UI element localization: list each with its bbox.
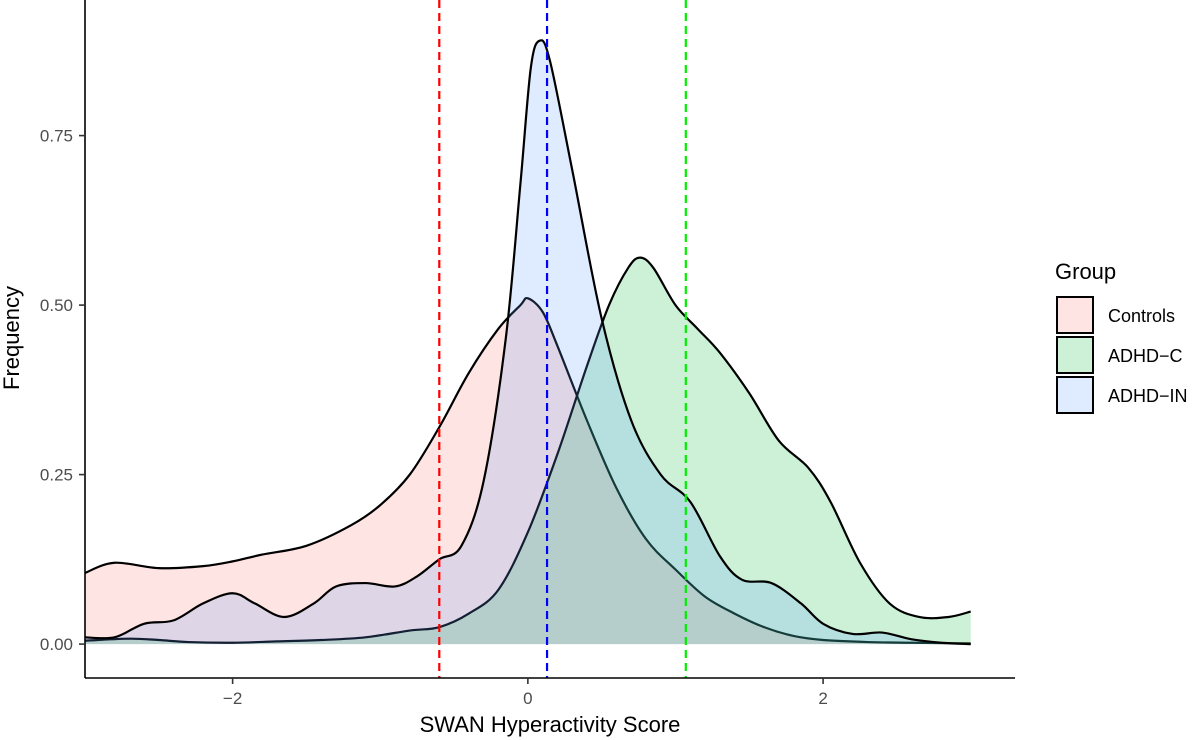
- legend-swatch-controls: [1056, 296, 1094, 334]
- y-tick-label: 0.00: [40, 635, 73, 654]
- y-axis-title: Frequency: [0, 286, 24, 390]
- reference-lines: [438, 0, 687, 678]
- density-curve-adhd-c: [84, 256, 971, 644]
- y-tick-label: 0.25: [40, 466, 73, 485]
- legend-title: Group: [1055, 259, 1116, 284]
- density-curve-controls: [84, 296, 971, 645]
- y-tick-label: 0.75: [40, 127, 73, 146]
- legend-swatch-adhd-c: [1056, 336, 1094, 374]
- density-curve-adhd-in: [84, 39, 971, 646]
- legend: Group Controls ADHD−C ADHD−IN: [1055, 259, 1188, 414]
- x-axis-title: SWAN Hyperactivity Score: [420, 712, 681, 737]
- x-tick-label: 2: [818, 689, 827, 708]
- legend-label-adhd-c: ADHD−C: [1108, 346, 1183, 366]
- density-area-adhd-c: [85, 257, 971, 645]
- density-area-adhd-in: [85, 40, 971, 645]
- x-tick-label: −2: [223, 689, 242, 708]
- legend-label-adhd-in: ADHD−IN: [1108, 386, 1188, 406]
- y-axis-ticks: 0.00 0.25 0.50 0.75: [40, 127, 85, 654]
- density-areas: [84, 39, 971, 646]
- legend-swatch-adhd-in: [1056, 376, 1094, 414]
- density-area-controls: [85, 298, 971, 645]
- x-axis-ticks: −2 0 2: [223, 678, 828, 708]
- legend-label-controls: Controls: [1108, 306, 1175, 326]
- y-tick-label: 0.50: [40, 296, 73, 315]
- x-tick-label: 0: [523, 689, 532, 708]
- plot-panel: −2 0 2 0.00 0.25 0.50 0.75: [40, 0, 1015, 708]
